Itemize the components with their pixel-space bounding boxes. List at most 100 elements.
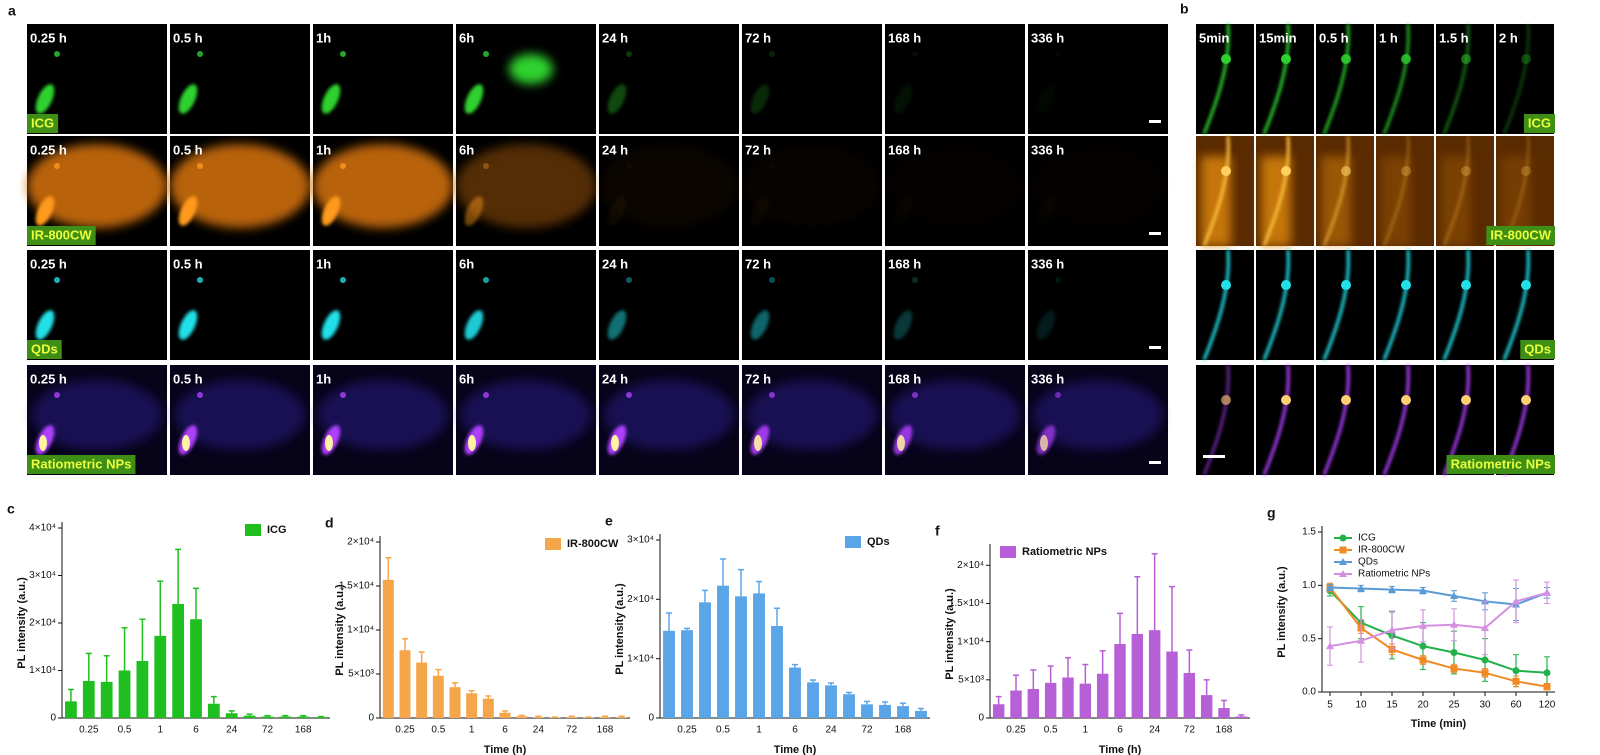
bar xyxy=(789,667,801,718)
x-tick-label: 6 xyxy=(792,725,798,736)
x-tick-label: 120 xyxy=(1539,700,1556,711)
row-label-bg xyxy=(27,226,96,245)
x-tick-label: 72 xyxy=(1184,725,1196,736)
x-tick-label: 30 xyxy=(1479,700,1491,711)
y-tick-label: 2×10⁴ xyxy=(347,537,374,548)
image-cell: 0.5 h xyxy=(1316,23,1374,135)
legend-swatch xyxy=(845,536,861,548)
signal xyxy=(197,277,203,283)
time-label: 0.5 h xyxy=(1319,30,1349,45)
time-label: 0.25 h xyxy=(30,371,67,386)
bar xyxy=(1131,634,1144,718)
bar xyxy=(207,703,220,718)
marker xyxy=(1450,620,1458,628)
image-cell: 24 h xyxy=(599,24,739,134)
scale-bar xyxy=(1149,461,1161,464)
image-bg xyxy=(1028,136,1168,246)
node xyxy=(1341,166,1351,176)
row-label: Ratiometric NPs xyxy=(31,456,131,471)
image-bg xyxy=(1316,365,1374,475)
panel-letter: c xyxy=(7,501,15,517)
body-glow xyxy=(461,380,591,450)
body-glow xyxy=(456,144,596,228)
bar xyxy=(807,682,819,718)
image-bg xyxy=(885,250,1025,360)
y-tick-label: 1.0 xyxy=(1302,580,1316,591)
x-tick-label: 168 xyxy=(1216,725,1233,736)
signal xyxy=(483,163,489,169)
node xyxy=(1461,166,1471,176)
image-cell: 0.5 h xyxy=(170,24,310,134)
image-cell: 72 h xyxy=(742,24,882,134)
image-bg xyxy=(885,24,1025,134)
legend-swatch xyxy=(1000,546,1016,558)
vessel xyxy=(1382,364,1410,476)
image-bg xyxy=(1316,250,1374,360)
bar xyxy=(1010,690,1022,718)
image-cell: 1h xyxy=(313,136,453,246)
image-cell: 72 h xyxy=(742,250,882,360)
legend-label: Ratiometric NPs xyxy=(1358,569,1430,580)
image-cell xyxy=(1376,364,1434,476)
image-bg xyxy=(1196,24,1254,134)
image-bg xyxy=(1196,365,1254,475)
image-cell: 336 h xyxy=(1028,250,1168,360)
row-label: ICG xyxy=(1528,115,1551,130)
y-axis-title: PL intensity (a.u.) xyxy=(334,584,346,676)
image-bg xyxy=(170,250,310,360)
signal xyxy=(464,310,484,340)
bar xyxy=(499,712,511,718)
row-label-bg xyxy=(27,114,59,133)
y-tick-label: 1.5 xyxy=(1302,527,1316,538)
signal xyxy=(340,163,346,169)
image-cell: 1.5 h xyxy=(1436,23,1494,135)
time-label: 0.25 h xyxy=(30,256,67,271)
signal xyxy=(1055,51,1061,57)
image-bg xyxy=(1376,250,1434,360)
legend-label: ICG xyxy=(267,524,287,536)
body-glow xyxy=(313,144,453,228)
marker xyxy=(1481,669,1489,677)
image-cell xyxy=(1376,135,1434,247)
y-tick-label: 3×10⁴ xyxy=(29,570,56,581)
body-glow xyxy=(170,144,310,228)
x-tick-label: 24 xyxy=(533,725,545,736)
x-tick-label: 5 xyxy=(1327,700,1333,711)
bar xyxy=(861,704,873,718)
hot-spot xyxy=(611,435,619,451)
signal xyxy=(1055,392,1061,398)
y-axis-title: PL intensity (a.u.) xyxy=(1276,566,1288,658)
bar xyxy=(843,694,855,718)
image-bg xyxy=(1196,250,1254,360)
x-axis-title: Time (min) xyxy=(1411,718,1467,730)
time-label: 168 h xyxy=(888,256,921,271)
row-label-bg xyxy=(1520,340,1555,359)
time-label: 336 h xyxy=(1031,256,1064,271)
bar xyxy=(1027,688,1040,718)
x-tick-label: 0.25 xyxy=(677,725,697,736)
vessel xyxy=(1502,249,1530,361)
image-cell xyxy=(1316,364,1374,476)
legend-marker xyxy=(1339,534,1347,542)
signal xyxy=(607,310,627,340)
bar xyxy=(1096,673,1109,718)
bar xyxy=(172,604,185,718)
signal xyxy=(197,163,203,169)
vessel xyxy=(1322,364,1350,476)
x-tick-label: 168 xyxy=(295,725,312,736)
signal xyxy=(607,84,627,114)
bar xyxy=(771,626,783,718)
signal xyxy=(769,51,775,57)
y-tick-label: 2×10⁴ xyxy=(29,618,56,629)
time-label: 15min xyxy=(1259,30,1297,45)
bar xyxy=(879,704,891,718)
signal xyxy=(54,277,60,283)
image-cell: 168 h xyxy=(885,136,1025,246)
x-tick-label: 168 xyxy=(597,725,614,736)
y-tick-label: 0 xyxy=(978,713,984,724)
marker xyxy=(1388,585,1396,593)
time-label: 6h xyxy=(459,371,474,386)
vessel xyxy=(1262,135,1290,247)
bar xyxy=(225,713,238,718)
image-cell: 15min xyxy=(1256,23,1314,135)
